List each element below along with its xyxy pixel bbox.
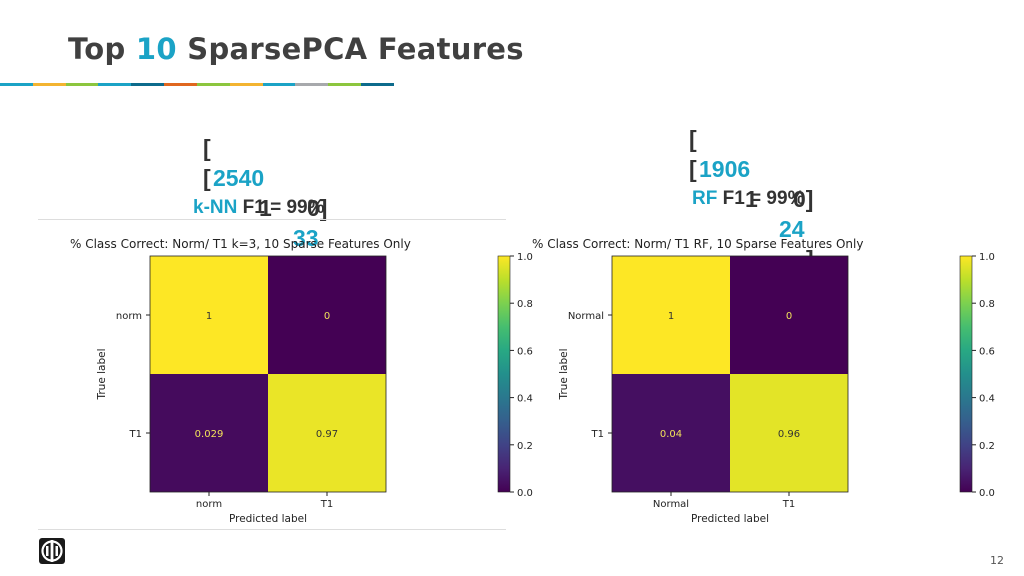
page-number: 12 (990, 554, 1004, 567)
knn-f1-label: k-NN F1 = 99% (193, 197, 324, 219)
y-tick-label: T1 (129, 429, 142, 440)
x-axis-label: Predicted label (229, 513, 307, 525)
matrix-row-1: [ 2540 0] (203, 103, 343, 221)
stripe-segment (229, 83, 263, 86)
heatmap-frame (611, 255, 849, 493)
cell-value-label: 1 (206, 311, 212, 322)
y-tick-label: T1 (591, 429, 604, 440)
heatmap-cell (612, 256, 730, 374)
matrix-row-2: [ 1 24 ] (689, 124, 829, 272)
heatmap-cell (150, 256, 268, 374)
x-tick-label: T1 (320, 499, 333, 510)
matrix-row-1: [ 1906 0] (689, 94, 829, 212)
colorbar-tick-label: 0.8 (517, 299, 533, 310)
colorbar (497, 255, 511, 493)
matrix-row-2: [ 1 33 ] (203, 133, 343, 281)
cell-value-label: 0.97 (316, 429, 338, 440)
rf-f1-label: RF F1 = 99% (692, 188, 804, 210)
title-prefix: Top (68, 32, 126, 66)
f1-score: F1 = 99% (242, 197, 325, 218)
y-tick-label: norm (116, 311, 142, 322)
stripe-segment (0, 83, 33, 86)
matrix-cell-tn: 2540 (213, 165, 265, 191)
heatmap-cell (268, 374, 386, 492)
colorbar-tick-label: 0.4 (517, 394, 533, 405)
matrix-cell-tp: 33 (293, 225, 319, 251)
matrix-cell-fn: 1 (259, 195, 272, 221)
f1-score: F1 = 99% (722, 188, 805, 209)
colorbar-tick-label: 0.0 (517, 488, 533, 499)
stripe-segment (65, 83, 99, 86)
bracket-open: [ (689, 156, 697, 182)
model-name: RF (692, 188, 718, 209)
cell-value-label: 0.96 (778, 429, 800, 440)
matrix-cell-tn: 1906 (699, 156, 751, 182)
colorbar-tick-label: 0.4 (979, 394, 995, 405)
stripe-segment (196, 83, 230, 86)
cell-value-label: 0.029 (195, 429, 224, 440)
chart-title: % Class Correct: Norm/ T1 RF, 10 Sparse … (532, 237, 863, 251)
rf-confusion-matrix: [ 1906 0] [ 1 24 ] (689, 94, 829, 272)
matrix-cell-fp: 0] (793, 186, 814, 212)
cell-value-label: 1 (668, 311, 674, 322)
stripe-segment (164, 83, 197, 86)
cell-value-label: 0 (786, 311, 792, 322)
colorbar-tick-label: 0.6 (517, 346, 533, 357)
x-tick-label: norm (196, 499, 222, 510)
colorbar-tick-label: 1.0 (517, 252, 533, 263)
colorbar-tick-label: 0.8 (979, 299, 995, 310)
heatmap-cell (730, 374, 848, 492)
heatmap-cell (268, 256, 386, 374)
model-name: k-NN (193, 197, 238, 218)
x-axis-label: Predicted label (691, 513, 769, 525)
chart-title: % Class Correct: Norm/ T1 k=3, 10 Sparse… (70, 237, 411, 251)
slide-title: Top 10 SparsePCA Features (68, 32, 524, 66)
heatmap-cell (150, 374, 268, 492)
matrix-cell-fn: 1 (745, 186, 758, 212)
colorbar (959, 255, 973, 493)
chart-top-divider (38, 219, 506, 220)
heatmap-frame (149, 255, 387, 493)
sandia-logo-icon (39, 538, 65, 564)
y-axis-label: True label (558, 348, 570, 400)
stripe-segment (98, 83, 132, 86)
x-tick-label: Normal (653, 499, 689, 510)
stripe-segment (328, 83, 362, 86)
stripe-segment (295, 83, 329, 86)
title-suffix: SparsePCA Features (187, 32, 524, 66)
stripe-segment (131, 83, 165, 86)
heatmap-cell (612, 374, 730, 492)
bracket-open: [ (689, 126, 697, 152)
colorbar-tick-label: 0.6 (979, 346, 995, 357)
cell-value-label: 0.04 (660, 429, 682, 440)
chart-bottom-divider (38, 529, 506, 530)
matrix-cell-fp: 0] (307, 195, 328, 221)
colorbar-tick-label: 0.2 (979, 441, 995, 452)
colorbar-tick-label: 0.2 (517, 441, 533, 452)
colorbar-tick-label: 0.0 (979, 488, 995, 499)
knn-confusion-heatmap: % Class Correct: Norm/ T1 k=3, 10 Sparse… (70, 237, 533, 525)
title-number: 10 (135, 32, 177, 66)
bracket-open: [ (203, 165, 211, 191)
x-tick-label: T1 (782, 499, 795, 510)
stripe-segment (262, 83, 296, 86)
stripe-segment (361, 83, 394, 86)
cell-value-label: 0 (324, 311, 330, 322)
y-tick-label: Normal (568, 311, 604, 322)
heatmap-cell (730, 256, 848, 374)
stripe-segment (32, 83, 66, 86)
colorbar-tick-label: 1.0 (979, 252, 995, 263)
title-underline-stripe (0, 83, 394, 86)
matrix-cell-tp: 24 (779, 216, 805, 242)
bracket-open: [ (203, 135, 211, 161)
rf-confusion-heatmap: % Class Correct: Norm/ T1 RF, 10 Sparse … (532, 237, 995, 525)
y-axis-label: True label (96, 348, 108, 400)
knn-confusion-matrix: [ 2540 0] [ 1 33 ] (203, 103, 343, 281)
